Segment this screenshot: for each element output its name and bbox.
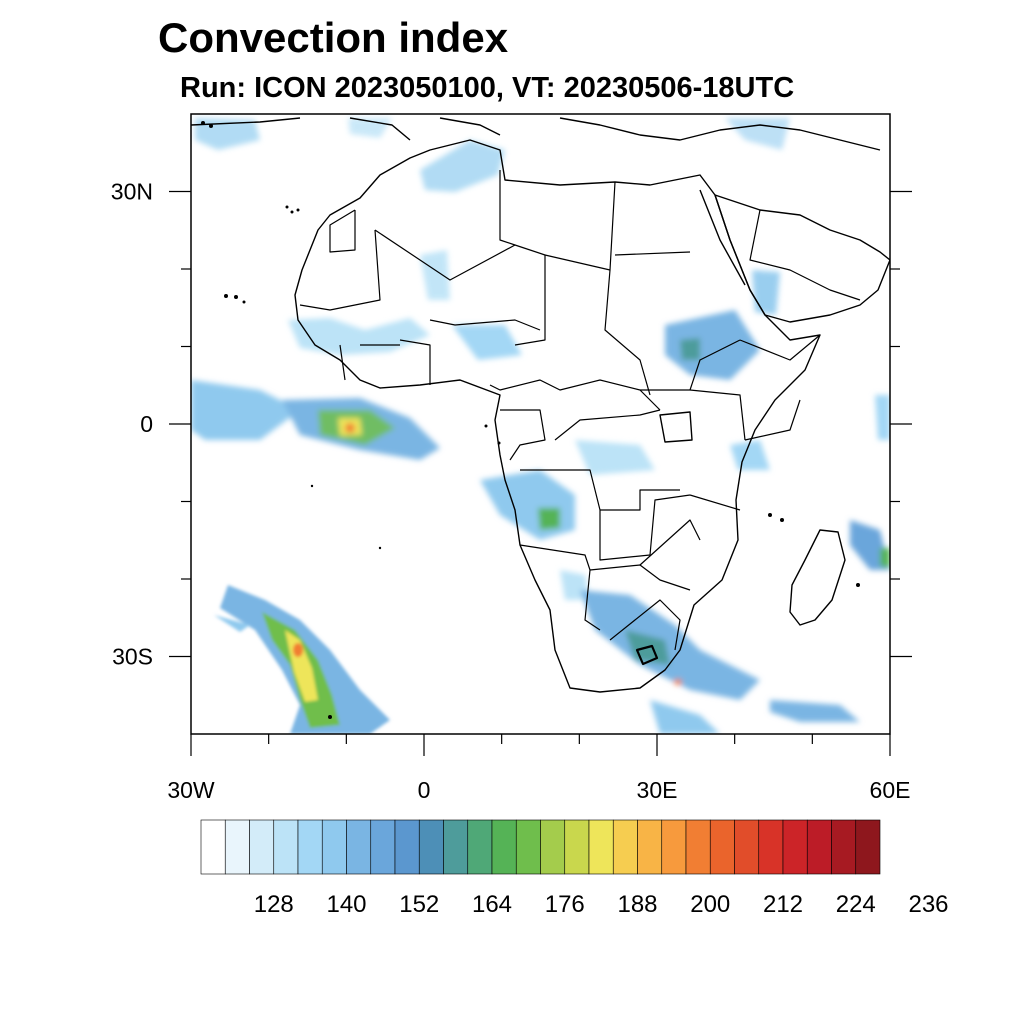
cell-atlantic-far — [191, 380, 300, 440]
lat-label: 0 — [140, 411, 153, 437]
axis-ticks — [169, 190, 912, 756]
country-borders — [299, 170, 861, 651]
cell-nigeria — [452, 325, 522, 360]
colorbar-swatch — [224, 819, 250, 875]
cell-sahara — [420, 250, 450, 300]
colorbar-swatch — [297, 819, 323, 875]
lesotho — [635, 644, 659, 666]
cell-congo-core — [538, 508, 560, 530]
convection-field — [191, 118, 890, 734]
cell-kenya-coast — [730, 440, 770, 470]
axis-labels: 30W 0 30E 60E 30N 0 30S — [111, 179, 911, 804]
europe-coast — [191, 117, 881, 151]
colorbar-label: 176 — [545, 891, 585, 918]
arabia-coastline — [714, 194, 890, 323]
coastlines — [191, 117, 890, 719]
cell-south-africa-max — [674, 679, 682, 685]
colorbar-label: 140 — [326, 891, 366, 918]
red-sea-line — [699, 189, 746, 286]
colorbar-swatch — [515, 819, 541, 875]
colorbar-swatch — [540, 819, 566, 875]
colorbar-labels: 128 140 152 164 176 188 200 212 224 236 — [254, 891, 949, 918]
colorbar-swatch — [370, 819, 396, 875]
colorbar-swatch — [661, 819, 687, 875]
lat-label: 30S — [112, 644, 153, 670]
cell-arabia-west — [752, 270, 780, 315]
cell-ethiopia — [665, 310, 760, 380]
colorbar-label: 200 — [690, 891, 730, 918]
chart-subtitle: Run: ICON 2023050100, VT: 20230506-18UTC — [180, 72, 795, 104]
lon-label: 30E — [637, 777, 678, 803]
colorbar-label: 212 — [763, 891, 803, 918]
cell-congo — [480, 470, 575, 540]
colorbar-swatch — [394, 819, 420, 875]
colorbar-swatch — [782, 819, 808, 875]
cell-atlantic-max — [345, 423, 355, 433]
colorbar-swatch — [709, 819, 735, 875]
colorbar-swatch — [806, 819, 832, 875]
colorbar-label: 164 — [472, 891, 512, 918]
colorbar-swatch — [612, 819, 638, 875]
chart-title: Convection index — [158, 14, 509, 61]
lon-label: 30W — [167, 777, 215, 803]
cell-south-indian-1 — [770, 700, 860, 722]
cell-ethiopia-core — [680, 338, 700, 360]
lat-label: 30N — [111, 179, 153, 205]
lon-label: 0 — [418, 777, 431, 803]
cell-south-atlantic-edge — [214, 615, 250, 632]
colorbar-swatch — [685, 819, 711, 875]
colorbar-label: 188 — [617, 891, 657, 918]
colorbar-swatch — [588, 819, 614, 875]
lake-victoria — [659, 411, 693, 443]
colorbar-swatch — [734, 819, 760, 875]
cell-south-atlantic-max — [293, 643, 303, 657]
colorbar-swatch — [418, 819, 444, 875]
cell-arabian-sea — [875, 395, 890, 440]
cell-west-africa — [288, 318, 430, 355]
colorbar-swatch — [564, 819, 590, 875]
colorbar-swatch — [831, 819, 857, 875]
colorbar-swatch — [758, 819, 784, 875]
colorbar-swatch — [321, 819, 347, 875]
cell-south-africa — [580, 590, 760, 700]
colorbar-swatch — [273, 819, 299, 875]
colorbar — [200, 819, 881, 875]
cell-central-belt — [575, 440, 655, 475]
colorbar-swatch — [467, 819, 493, 875]
cell-turkey — [725, 118, 790, 150]
colorbar-label: 224 — [836, 891, 876, 918]
cell-madagascar-core — [880, 548, 890, 568]
colorbar-label: 128 — [254, 891, 294, 918]
islands — [201, 121, 860, 719]
cell-libya-north — [420, 140, 505, 192]
colorbar-swatch — [200, 819, 226, 875]
colorbar-swatch — [346, 819, 372, 875]
colorbar-swatch — [491, 819, 517, 875]
colorbar-label: 152 — [399, 891, 439, 918]
colorbar-swatch — [249, 819, 275, 875]
colorbar-label: 236 — [908, 891, 948, 918]
colorbar-swatch — [637, 819, 663, 875]
lon-label: 60E — [870, 777, 911, 803]
cell-south-indian-2 — [650, 700, 720, 734]
colorbar-swatch — [855, 819, 881, 875]
colorbar-swatch — [443, 819, 469, 875]
madagascar — [789, 529, 846, 626]
